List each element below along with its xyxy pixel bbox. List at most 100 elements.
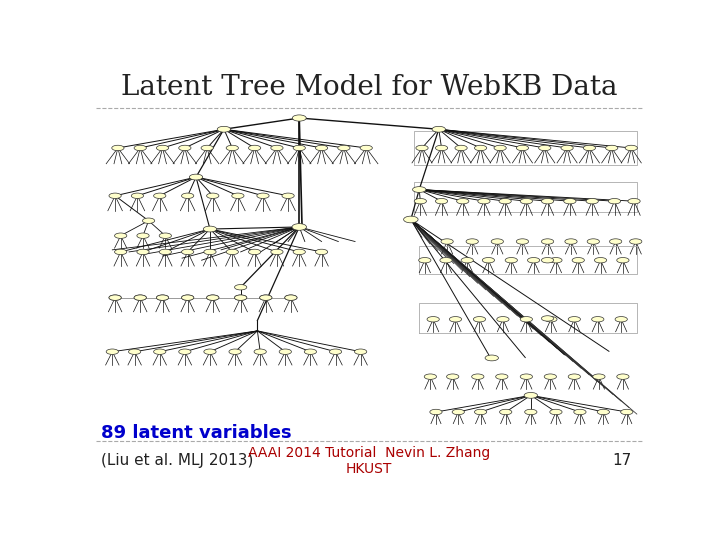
Ellipse shape [156,295,168,300]
Ellipse shape [201,145,213,151]
Ellipse shape [516,239,528,244]
Ellipse shape [293,145,305,151]
Ellipse shape [235,295,247,300]
Ellipse shape [217,126,230,132]
Ellipse shape [497,316,509,322]
Ellipse shape [528,258,540,263]
Ellipse shape [541,258,554,263]
Ellipse shape [159,233,171,238]
Ellipse shape [436,199,448,204]
Ellipse shape [305,349,317,354]
Ellipse shape [248,145,261,151]
Ellipse shape [495,374,508,380]
Ellipse shape [153,193,166,199]
Ellipse shape [485,355,498,361]
Ellipse shape [466,239,478,244]
Ellipse shape [284,295,297,300]
Ellipse shape [491,239,503,244]
Ellipse shape [114,233,127,238]
Ellipse shape [181,295,194,300]
Ellipse shape [159,249,171,255]
Ellipse shape [525,409,537,415]
Ellipse shape [427,316,439,322]
Ellipse shape [282,193,294,199]
Ellipse shape [524,393,538,399]
Ellipse shape [109,295,121,300]
Ellipse shape [338,145,350,151]
Ellipse shape [432,126,446,132]
Text: AAAI 2014 Tutorial  Nevin L. Zhang
HKUST: AAAI 2014 Tutorial Nevin L. Zhang HKUST [248,446,490,476]
Ellipse shape [500,409,512,415]
Ellipse shape [550,258,562,263]
Ellipse shape [586,199,598,204]
Ellipse shape [568,316,580,322]
Ellipse shape [452,409,464,415]
Ellipse shape [472,374,484,380]
Ellipse shape [482,258,495,263]
Ellipse shape [456,199,469,204]
Ellipse shape [455,145,467,151]
Ellipse shape [207,295,219,300]
Ellipse shape [610,239,622,244]
Ellipse shape [494,145,506,151]
Ellipse shape [516,145,528,151]
Ellipse shape [597,409,610,415]
Ellipse shape [207,193,219,199]
Ellipse shape [292,115,306,121]
Ellipse shape [588,239,600,244]
Ellipse shape [181,249,194,255]
Ellipse shape [544,374,557,380]
Ellipse shape [137,233,149,238]
Ellipse shape [625,145,637,151]
Ellipse shape [565,239,577,244]
Ellipse shape [617,374,629,380]
Ellipse shape [226,145,238,151]
Ellipse shape [615,316,627,322]
Ellipse shape [226,249,238,255]
Ellipse shape [204,349,216,354]
Ellipse shape [449,316,462,322]
Ellipse shape [608,199,621,204]
Ellipse shape [254,349,266,354]
Ellipse shape [134,295,146,300]
Ellipse shape [179,349,191,354]
Ellipse shape [109,193,121,199]
Ellipse shape [404,216,418,223]
Ellipse shape [128,349,141,354]
Ellipse shape [271,145,283,151]
Ellipse shape [106,349,119,354]
Ellipse shape [461,258,473,263]
Ellipse shape [181,295,194,300]
Ellipse shape [413,187,426,192]
Ellipse shape [293,249,305,255]
Ellipse shape [521,199,533,204]
Ellipse shape [271,249,283,255]
Text: Latent Tree Model for WebKB Data: Latent Tree Model for WebKB Data [121,74,617,101]
Ellipse shape [414,199,426,204]
Ellipse shape [629,239,642,244]
Ellipse shape [592,316,604,322]
Ellipse shape [478,199,490,204]
Ellipse shape [446,374,459,380]
Ellipse shape [550,409,562,415]
Ellipse shape [134,145,146,151]
Ellipse shape [539,145,551,151]
Ellipse shape [499,199,511,204]
Ellipse shape [424,374,436,380]
Ellipse shape [229,349,241,354]
Ellipse shape [284,295,297,300]
Ellipse shape [143,218,155,224]
Ellipse shape [564,199,576,204]
Ellipse shape [329,349,342,354]
Ellipse shape [315,249,328,255]
Ellipse shape [473,316,485,322]
Ellipse shape [595,258,607,263]
Ellipse shape [561,145,573,151]
Ellipse shape [617,258,629,263]
Ellipse shape [156,295,168,300]
Ellipse shape [572,258,585,263]
Ellipse shape [628,199,640,204]
Ellipse shape [541,316,554,321]
Ellipse shape [315,145,328,151]
Ellipse shape [109,295,121,300]
